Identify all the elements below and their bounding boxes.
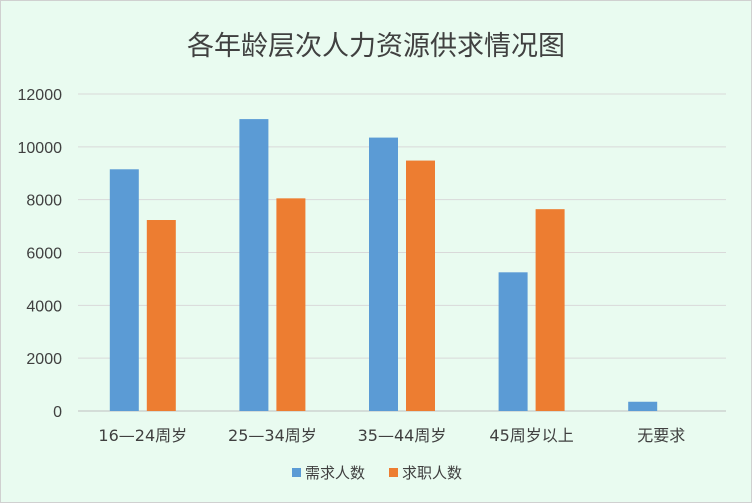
gridlines [78, 93, 726, 412]
bar-applicants [535, 209, 565, 411]
bar-demand [239, 119, 269, 412]
bars [109, 119, 658, 412]
bar-demand [369, 137, 398, 411]
bar-applicants [146, 220, 176, 411]
x-category-label: 35—44周岁 [358, 426, 447, 445]
bar-demand [628, 401, 658, 411]
x-category-label: 45周岁以上 [489, 426, 573, 445]
y-tick-label: 4000 [26, 298, 62, 315]
bar-demand [109, 169, 139, 411]
y-tick-label: 10000 [18, 140, 63, 157]
bar-applicants [406, 160, 435, 411]
y-axis-ticks: 0 2000 4000 6000 8000 10000 12000 [18, 87, 63, 421]
y-tick-label: 8000 [26, 193, 62, 210]
legend-label: 求职人数 [402, 464, 462, 482]
y-tick-label: 2000 [26, 351, 62, 368]
x-category-label: 16—24周岁 [98, 426, 187, 445]
legend-swatch [292, 468, 301, 477]
y-tick-label: 6000 [26, 246, 62, 263]
legend-swatch [389, 468, 398, 477]
x-category-label: 25—34周岁 [228, 426, 317, 445]
legend-label: 需求人数 [305, 464, 365, 482]
bar-demand [498, 272, 528, 411]
y-tick-label: 0 [53, 404, 62, 421]
legend: 需求人数 求职人数 [292, 464, 462, 482]
y-tick-label: 12000 [18, 87, 63, 104]
x-axis-categories: 16—24周岁 25—34周岁 35—44周岁 45周岁以上 无要求 [98, 426, 685, 445]
chart-title: 各年龄层次人力资源供求情况图 [187, 31, 565, 62]
x-category-label: 无要求 [637, 426, 685, 445]
bar-applicants [276, 198, 306, 411]
